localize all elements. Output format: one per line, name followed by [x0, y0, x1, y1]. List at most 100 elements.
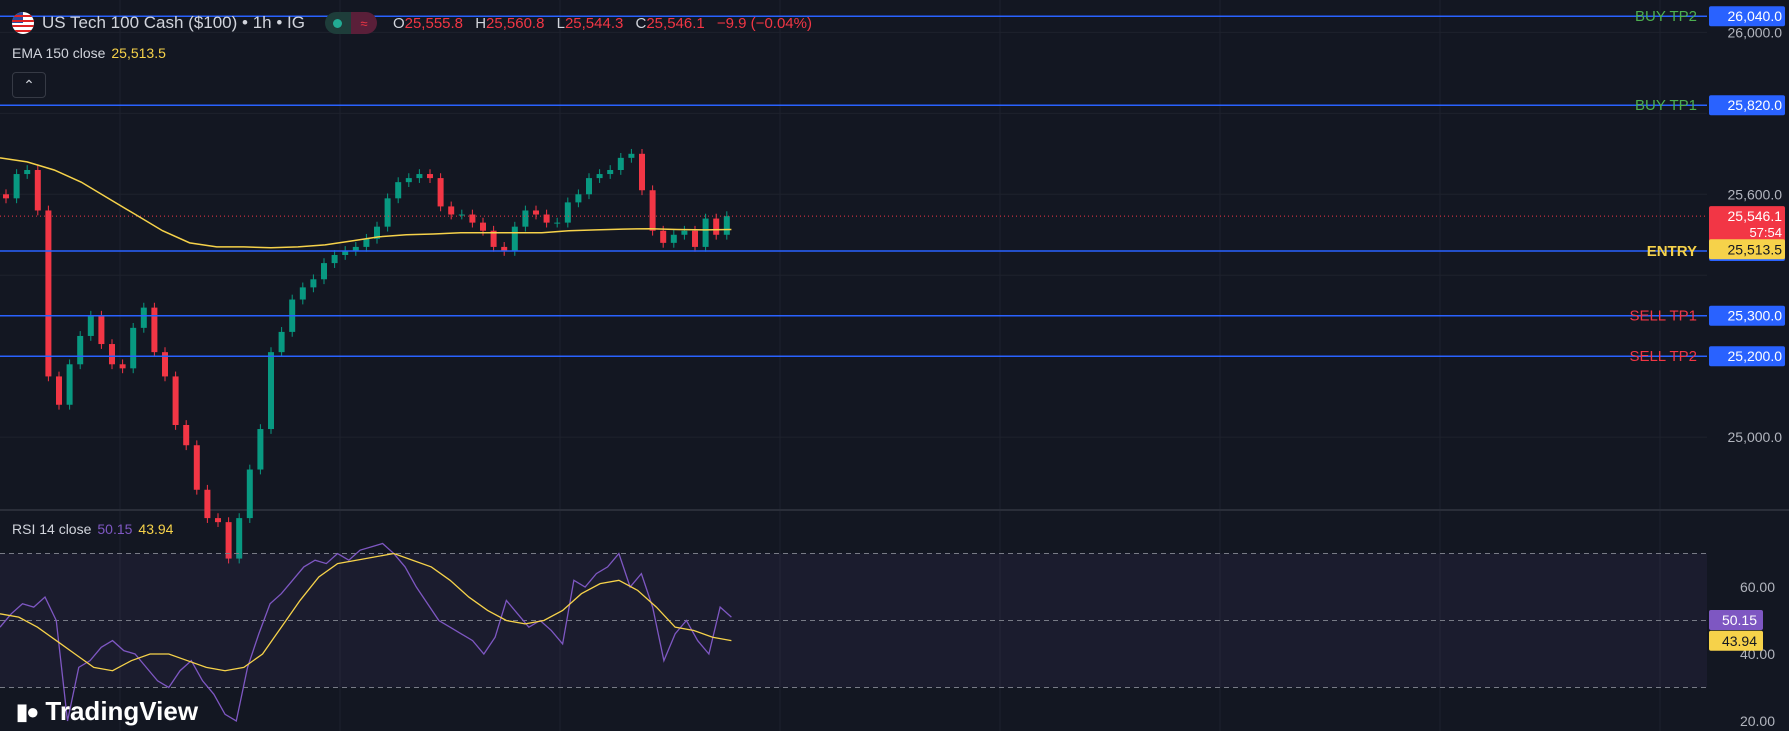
candle-body — [140, 307, 147, 328]
level-label: SELL TP2 — [1629, 348, 1697, 365]
symbol-title[interactable]: US Tech 100 Cash ($100) • 1h • IG — [42, 13, 305, 32]
tradingview-label: TradingView — [45, 696, 199, 726]
candle-body — [427, 174, 433, 179]
candle-body — [342, 250, 349, 255]
candle-body — [501, 246, 508, 251]
candle-body — [45, 210, 52, 377]
candle-body — [554, 222, 561, 224]
candle-body — [3, 194, 9, 199]
candle-body — [713, 218, 720, 235]
candle-body — [575, 194, 582, 203]
trade-levels: BUY TP2 BUY TP1 ENTRY SELL TP1 SELL TP2 — [0, 8, 1707, 365]
candlestick-series — [0, 148, 1707, 564]
candle-body — [225, 522, 232, 559]
price-change: −9.9 (−0.04%) — [716, 14, 812, 32]
candle-body — [66, 364, 73, 405]
us-flag-icon — [12, 12, 34, 34]
ema-path — [0, 157, 732, 249]
candle-body — [246, 469, 253, 519]
candle-body — [384, 198, 391, 227]
ema-line — [0, 157, 732, 249]
rsi-ma-value-tag: 43.94 — [1722, 633, 1757, 649]
candle-body — [363, 238, 370, 247]
current-price-tag: 25,546.1 — [1728, 208, 1783, 224]
rsi-value-tag: 50.15 — [1722, 612, 1757, 628]
ohlc-close-value: 25,546.1 — [646, 14, 705, 32]
current-price-tag-countdown: 57:54 — [1749, 225, 1782, 240]
candle-body — [204, 489, 211, 519]
tv-logo-icon: ▮● — [16, 698, 39, 724]
ema-legend[interactable]: EMA 150 close 25,513.5 — [12, 45, 166, 61]
level-price-tag-bg — [1709, 95, 1785, 116]
candle-body — [352, 246, 359, 251]
level-price-tag: 25,820.0 — [1728, 97, 1783, 113]
candle-body — [299, 287, 306, 300]
candle-body — [13, 174, 20, 199]
symbol-header: US Tech 100 Cash ($100) • 1h • IG ≈ O25,… — [12, 12, 820, 34]
tradingview-branding[interactable]: ▮● TradingView — [16, 696, 198, 727]
candle-body — [395, 182, 402, 199]
rsi-value-tag-bg — [1709, 609, 1763, 630]
ohlc-values: O25,555.8 H25,560.8 L25,544.3 C25,546.1 … — [393, 15, 820, 32]
candle-body — [151, 307, 158, 353]
candle-body — [130, 327, 137, 369]
rsi-tick-label: 20.00 — [1740, 713, 1775, 729]
price-tick-label: 25,000.0 — [1728, 429, 1783, 445]
rsi-legend-label: RSI 14 close — [12, 521, 92, 537]
price-tick-label: 26,000.0 — [1728, 24, 1783, 40]
level-price-tag: 25,200.0 — [1728, 348, 1783, 364]
ohlc-open-value: 25,555.8 — [404, 14, 464, 32]
candle-body — [374, 226, 380, 239]
level-label: ENTRY — [1647, 243, 1697, 260]
candle-body — [109, 344, 115, 365]
ohlc-low-value: 25,544.3 — [564, 14, 624, 32]
rsi-tick-label: 60.00 — [1740, 579, 1775, 595]
candle-body — [533, 210, 539, 215]
candle-body — [660, 230, 667, 243]
rsi-ma-value-tag-bg — [1709, 630, 1763, 651]
level-price-tag: 25,300.0 — [1728, 308, 1783, 324]
candle-body — [596, 174, 603, 179]
current-price-tag-bg — [1709, 206, 1785, 243]
level-price-tag-bg — [1709, 6, 1785, 27]
candle-body — [56, 376, 62, 405]
candle-body — [723, 216, 730, 235]
candle-body — [681, 230, 688, 235]
candle-body — [437, 178, 444, 207]
candle-body — [649, 190, 656, 231]
rsi-legend-value1: 50.15 — [97, 521, 133, 537]
ema-price-tag: 25,513.5 — [1728, 241, 1783, 257]
candle-body — [416, 174, 423, 179]
collapse-legend-button[interactable]: ⌃ — [12, 72, 46, 98]
ohlc-low-key: L — [556, 14, 565, 32]
market-status-pill[interactable]: ≈ — [324, 12, 377, 34]
level-label: SELL TP1 — [1629, 308, 1697, 325]
candle-body — [331, 255, 338, 264]
candle-body — [458, 214, 465, 216]
level-price-tag-bg — [1709, 305, 1785, 326]
candle-body — [34, 170, 41, 211]
ema-legend-value: 25,513.5 — [111, 45, 166, 61]
candle-body — [310, 279, 317, 288]
rsi-legend[interactable]: RSI 14 close 50.15 43.94 — [12, 521, 173, 537]
rsi-ma-line — [0, 552, 732, 672]
chevron-up-icon: ⌃ — [23, 76, 35, 93]
ema-price-tag-bg — [1709, 239, 1785, 260]
level-label: BUY TP1 — [1635, 97, 1697, 114]
candle-body — [639, 153, 645, 191]
candle-body — [77, 335, 84, 365]
price-tick-label: 25,600.0 — [1728, 186, 1783, 202]
rsi-legend-value2: 43.94 — [138, 521, 174, 537]
candle-body — [236, 518, 243, 559]
candle-body — [692, 230, 698, 247]
candle-body — [670, 234, 677, 243]
candle-body — [543, 214, 550, 223]
candle-body — [183, 425, 190, 446]
ohlc-high-key: H — [475, 14, 487, 32]
level-price-tag-bg — [1709, 346, 1785, 367]
price-axis[interactable]: 26,000.0 25,600.0 25,000.0 26,040.0 25,820.0… — [1709, 6, 1785, 445]
rsi-line — [0, 542, 732, 722]
candle-body — [193, 445, 200, 490]
candle-body — [405, 178, 412, 183]
